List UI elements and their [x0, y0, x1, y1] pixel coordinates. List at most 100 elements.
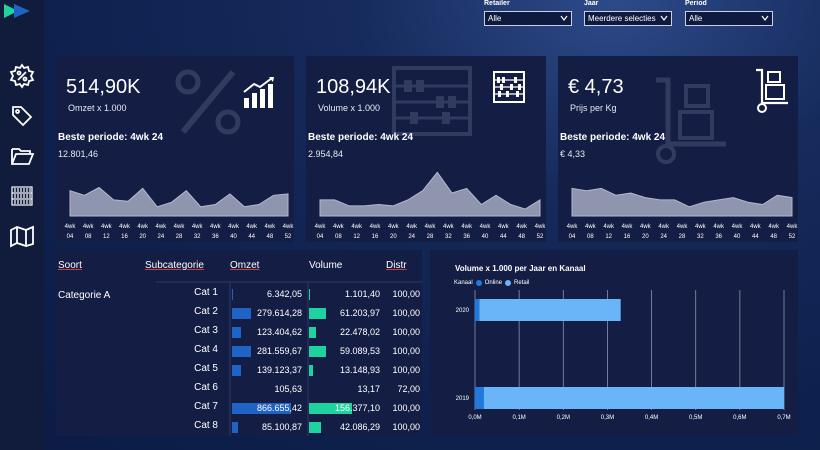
- table-row[interactable]: Cat 7 866.655,42 156.377,10 100,00: [156, 399, 422, 418]
- sparkline-price: 4wk 04 4wk 08 4wk 12 4wk 16 4wk 20 4wk 24 4wk 28 4wk 32…: [567, 187, 798, 240]
- x-tick-label: 0,4M: [645, 415, 658, 421]
- table-gridlines: [156, 281, 422, 436]
- sparkline-tick-label: 12: [353, 234, 360, 240]
- sparkline-tick-label: 20: [390, 234, 397, 240]
- sparkline-tick-label: 52: [537, 234, 544, 240]
- dropdown-value: Meerdere selecties: [588, 14, 656, 23]
- sparkline-tick-label: 4wk: [315, 224, 327, 230]
- x-tick-label: 0,7M: [777, 415, 790, 421]
- kpi-subtitle: Volume x 1.000: [318, 103, 381, 113]
- sparkline-tick-label: 40: [734, 234, 741, 240]
- sparkline-tick-label: 04: [67, 234, 74, 240]
- legend-label-retail[interactable]: Retail: [514, 280, 530, 286]
- chevron-down-icon: [761, 15, 769, 21]
- sparkline-tick-label: 4wk: [65, 224, 77, 230]
- sparkline-tick-label: 08: [587, 234, 594, 240]
- sparkline-tick-label: 4wk: [567, 224, 579, 230]
- column-header-omzet[interactable]: Omzet: [230, 260, 260, 271]
- subcategory-cell: Cat 8: [194, 420, 218, 431]
- table-row[interactable]: Cat 2 279.614,28 61.203,97 100,00: [156, 304, 422, 323]
- jaar-dropdown[interactable]: Meerdere selecties: [584, 11, 672, 26]
- table-row[interactable]: Cat 3 123.404,62 22.478,02 100,00: [156, 323, 422, 342]
- volume-value: 156.377,10: [334, 403, 380, 413]
- bar-online-2020: [475, 299, 480, 321]
- sparkline-tick-label: 24: [408, 234, 415, 240]
- sparkline-tick-label: 4wk: [713, 224, 725, 230]
- sparkline-tick-label: 4wk: [695, 224, 707, 230]
- omzet-cell: 85.100,87: [230, 418, 306, 437]
- legend-dot-retail: [505, 280, 512, 286]
- table-row[interactable]: Cat 5 139.123,37 13.148,93 100,00: [156, 361, 422, 380]
- retailer-dropdown[interactable]: Alle: [484, 11, 572, 26]
- volume-data-bar: [309, 365, 313, 376]
- sparkline-tick-label: 4wk: [443, 224, 455, 230]
- best-period-label: Beste periode: 4wk 24: [560, 132, 666, 143]
- y-category-label: 2019: [456, 396, 470, 402]
- column-header-volume[interactable]: Volume: [309, 260, 343, 271]
- filter-label: Period: [685, 0, 707, 7]
- omzet-cell: 6.342,05: [230, 285, 306, 304]
- kpi-value: € 4,73: [568, 76, 624, 98]
- sparkline-tick-label: 08: [335, 234, 342, 240]
- volume-cell: 22.478,02: [308, 323, 382, 342]
- sparkline-tick-label: 12: [605, 234, 612, 240]
- distr-value: 100,00: [392, 365, 420, 375]
- kpi-value: 514,90K: [66, 76, 141, 98]
- sparkline-tick-label: 4wk: [750, 224, 762, 230]
- legend-title: Kanaal: [454, 280, 473, 286]
- volume-cell: 1.101,40: [308, 285, 382, 304]
- open-folder-icon[interactable]: [8, 142, 36, 170]
- price-tag-icon[interactable]: [8, 102, 36, 130]
- sparkline-tick-label: 16: [624, 234, 631, 240]
- table-row[interactable]: Cat 8 85.100,87 42.086,29 100,00: [156, 418, 422, 437]
- hand-truck-watermark-icon: [656, 77, 726, 164]
- sparkline-tick-label: 4wk: [210, 224, 222, 230]
- sparkline-tick-label: 4wk: [498, 224, 510, 230]
- sparkline-tick-label: 4wk: [787, 224, 798, 230]
- sparkline-tick-label: 36: [715, 234, 722, 240]
- settings-gear-percent-icon[interactable]: [8, 62, 36, 90]
- percent-watermark-icon: [175, 69, 241, 135]
- sparkline-tick-label: 4wk: [585, 224, 597, 230]
- table-row[interactable]: Cat 6 105,63 13,17 72,00: [156, 380, 422, 399]
- sparkline-tick-label: 40: [230, 234, 237, 240]
- legend-label-online[interactable]: Online: [484, 280, 503, 286]
- sparkline-tick-label: 52: [285, 234, 292, 240]
- omzet-cell: 105,63: [230, 380, 306, 399]
- barcode-shelf-icon[interactable]: [8, 182, 36, 210]
- sparkline-tick-label: 16: [121, 234, 128, 240]
- sparkline-tick-label: 24: [157, 234, 164, 240]
- sparkline-tick-label: 4wk: [155, 224, 167, 230]
- column-header-subcategorie[interactable]: Subcategorie: [145, 260, 204, 271]
- volume-value: 59.089,53: [339, 346, 380, 356]
- growth-chart-icon: [243, 77, 274, 108]
- kpi-card-price: € 4,73 Prijs per Kg Beste periode: 4wk 2…: [558, 56, 798, 242]
- column-header-soort[interactable]: Soort: [58, 260, 82, 271]
- sparkline-tick-label: 40: [482, 234, 489, 240]
- filter-retailer: Retailer Alle: [484, 0, 572, 26]
- omzet-cell: 281.559,67: [230, 342, 306, 361]
- map-icon[interactable]: [8, 222, 36, 250]
- sparkline-tick-label: 32: [697, 234, 704, 240]
- chart-legend: Kanaal Online Retail: [454, 280, 529, 286]
- subcategory-cell: Cat 3: [194, 325, 218, 336]
- kpi-card-omzet: 514,90K Omzet x 1.000 Beste periode: 4wk…: [56, 56, 294, 242]
- column-header-distr[interactable]: Distr: [386, 260, 407, 271]
- sparkline-tick-label: 28: [427, 234, 434, 240]
- sparkline-tick-label: 4wk: [516, 224, 528, 230]
- best-period-value: 12.801,46: [58, 149, 99, 159]
- period-dropdown[interactable]: Alle: [685, 11, 773, 26]
- volume-cell: 59.089,53: [308, 342, 382, 361]
- sparkline-tick-label: 4wk: [228, 224, 240, 230]
- volume-cell: 156.377,10: [308, 399, 382, 418]
- omzet-value: 279.614,28: [256, 308, 302, 318]
- table-row[interactable]: Cat 4 281.559,67 59.089,53 100,00: [156, 342, 422, 361]
- table-row[interactable]: Cat 1 6.342,05 1.101,40 100,00: [156, 285, 422, 304]
- sparkline-tick-label: 48: [266, 234, 273, 240]
- volume-value: 13,17: [357, 384, 380, 394]
- sparkline-tick-label: 4wk: [351, 224, 363, 230]
- volume-cell: 61.203,97: [308, 304, 382, 323]
- omzet-value: 866.655,42: [256, 403, 302, 413]
- sparkline-tick-label: 44: [248, 234, 255, 240]
- sparkline-tick-label: 36: [463, 234, 470, 240]
